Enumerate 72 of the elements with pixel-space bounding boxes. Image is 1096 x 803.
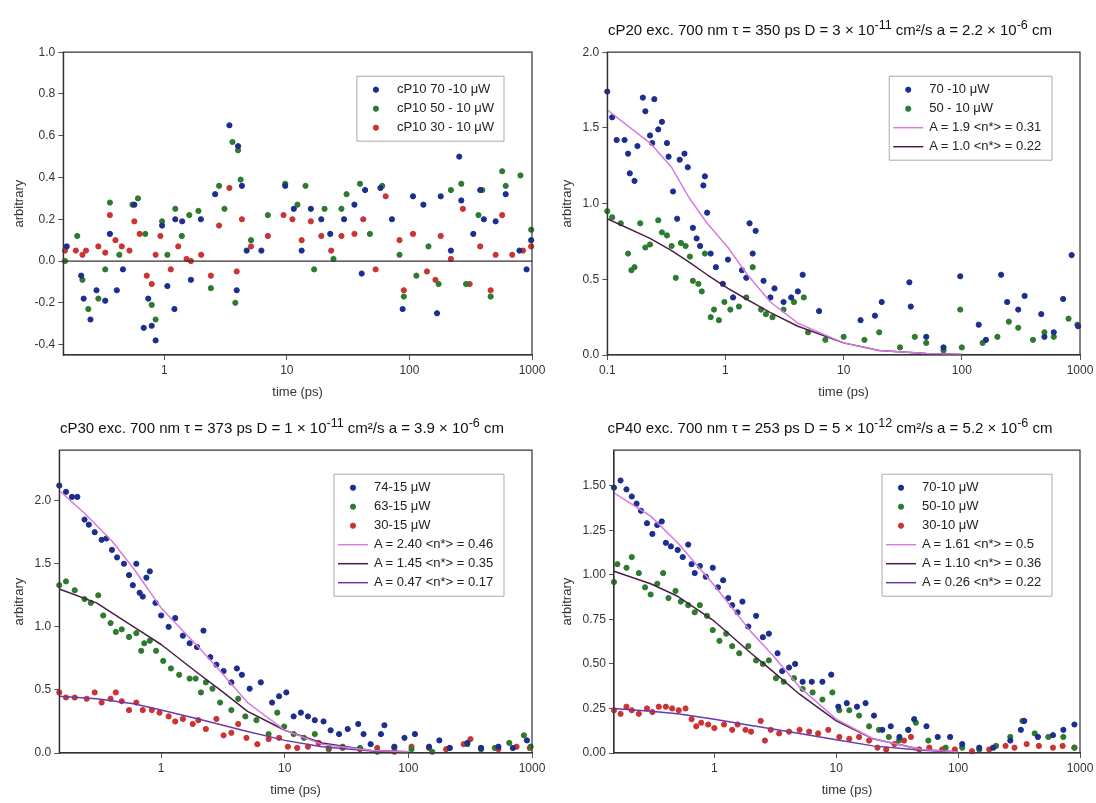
x-tick-label: 100	[951, 362, 973, 377]
legend-label: 50 - 10 μW	[929, 100, 994, 116]
y-axis-title: arbitrary	[559, 577, 575, 626]
y-tick-label: 1.50	[582, 478, 607, 493]
x-tick-label: 10	[829, 760, 844, 775]
y-tick-label: 1.0	[38, 44, 56, 59]
y-tick-label: 0.6	[38, 128, 56, 143]
y-axis-title: arbitrary	[11, 179, 27, 228]
x-tick-label: 1	[160, 362, 168, 377]
chart-title: cP30 exc. 700 nm τ = 373 ps D = 1 × 10$^{-11}$ cm²/s a = 3.9 × 10$^{-6}$ cm	[59, 415, 505, 438]
y-tick-label: 0.5	[582, 271, 600, 286]
legend-label: 50-10 μW	[922, 498, 980, 514]
legend-label: A = 0.26 <n*> = 0.22	[922, 574, 1042, 590]
y-tick-label: 0.0	[38, 253, 56, 268]
legend-label: 63-15 μW	[374, 498, 432, 514]
legend-label: A = 0.47 <n*> = 0.17	[374, 574, 494, 590]
y-tick-label: 0.5	[34, 682, 52, 697]
y-tick-label: 0.4	[38, 169, 56, 184]
legend-label: A = 1.9 <n*> = 0.31	[929, 119, 1042, 135]
x-tick-label: 1000	[1066, 760, 1094, 775]
y-tick-label: 0.50	[582, 656, 607, 671]
x-tick-label: 100	[399, 362, 420, 377]
y-tick-label: 0.00	[582, 745, 607, 760]
x-tick-label: 1000	[1066, 362, 1094, 377]
legend-label: cP10 70 -10 μW	[396, 81, 492, 97]
y-tick-label: 0.25	[582, 700, 607, 715]
x-tick-label: 1000	[518, 362, 546, 377]
y-tick-label: -0.4	[34, 336, 56, 351]
x-axis-title: time (ps)	[272, 383, 323, 399]
y-tick-label: 1.5	[34, 556, 52, 571]
legend-label: 30-15 μW	[374, 517, 432, 533]
y-tick-label: 1.25	[582, 522, 607, 537]
legend-label: 30-10 μW	[922, 517, 980, 533]
y-axis-title: arbitrary	[11, 577, 27, 626]
legend-label: A = 1.10 <n*> = 0.36	[922, 555, 1042, 571]
legend-label: 70-10 μW	[922, 479, 980, 495]
legend-label: cP10 50 - 10 μW	[396, 100, 495, 116]
x-tick-label: 100	[398, 760, 419, 775]
y-tick-label: 0.75	[582, 611, 607, 626]
x-axis-title: time (ps)	[821, 781, 873, 797]
x-tick-label: 1	[711, 760, 719, 775]
x-tick-label: 100	[948, 760, 969, 775]
y-tick-label: 2.0	[582, 44, 600, 59]
y-tick-label: 2.0	[34, 492, 52, 507]
y-tick-label: -0.2	[34, 295, 56, 310]
y-tick-label: 0.8	[38, 86, 56, 101]
y-tick-label: 1.0	[582, 195, 600, 210]
y-tick-label: 1.00	[582, 567, 607, 582]
x-tick-label: 10	[836, 362, 851, 377]
x-tick-label: 0.1	[598, 362, 616, 377]
x-tick-label: 1	[722, 362, 730, 377]
x-tick-label: 10	[280, 362, 294, 377]
legend-label: 70 -10 μW	[929, 81, 991, 97]
x-tick-label: 10	[278, 760, 292, 775]
y-tick-label: 0.2	[38, 211, 56, 226]
x-tick-label: 1000	[518, 760, 546, 775]
x-axis-title: time (ps)	[818, 383, 869, 399]
legend-label: A = 1.61 <n*> = 0.5	[922, 536, 1035, 552]
y-tick-label: 0.0	[582, 347, 600, 362]
y-axis-title: arbitrary	[559, 179, 575, 228]
x-tick-label: 1	[157, 760, 165, 775]
y-tick-label: 1.0	[34, 619, 52, 634]
x-axis-title: time (ps)	[270, 781, 321, 797]
legend-label: A = 2.40 <n*> = 0.46	[374, 536, 494, 552]
legend-label: cP10 30 - 10 μW	[396, 119, 495, 135]
legend-label: A = 1.0 <n*> = 0.22	[929, 138, 1042, 154]
chart-title: cP40 exc. 700 nm τ = 253 ps D = 5 × 10$^{-12}$ cm²/s a = 5.2 × 10$^{-6}$ cm	[606, 415, 1054, 438]
chart-title: cP20 exc. 700 nm τ = 350 ps D = 3 × 10$^{-11}$ cm²/s a = 2.2 × 10$^{-6}$ cm	[607, 17, 1053, 40]
y-tick-label: 1.5	[582, 120, 600, 135]
y-tick-label: 0.0	[34, 745, 52, 760]
legend-label: A = 1.45 <n*> = 0.35	[374, 555, 494, 571]
legend-label: 74-15 μW	[374, 479, 432, 495]
